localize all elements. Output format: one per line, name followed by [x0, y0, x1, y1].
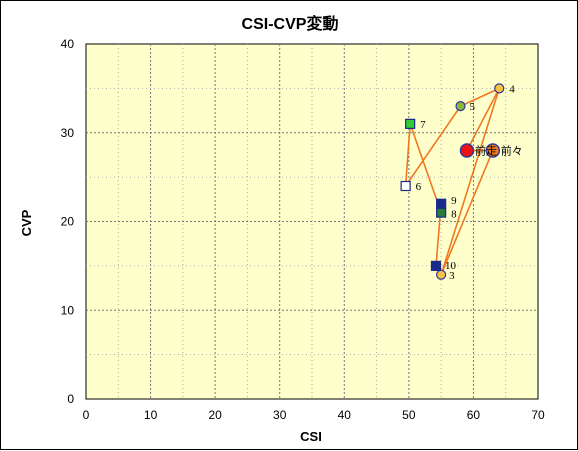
- highlight-label-1: 前々: [501, 144, 523, 158]
- point-label-9: 9: [451, 195, 457, 207]
- point-label-6: 6: [416, 181, 422, 193]
- point-marker-6: [400, 180, 411, 192]
- point-label-8: 8: [451, 209, 457, 221]
- x-tick-label: 10: [144, 408, 158, 422]
- y-axis-label: CVP: [19, 209, 34, 236]
- x-tick-label: 40: [338, 408, 352, 422]
- x-tick-label: 0: [83, 408, 90, 422]
- x-tick-label: 50: [402, 408, 416, 422]
- point-label-5: 5: [470, 101, 476, 113]
- point-label-3: 3: [449, 270, 455, 282]
- x-tick-label: 60: [467, 408, 481, 422]
- point-marker-9: [436, 198, 447, 209]
- point-marker-7: [405, 118, 416, 129]
- point-marker-5: [455, 101, 466, 112]
- grid-lines: [86, 44, 538, 399]
- data-points: [400, 83, 505, 280]
- point-marker-4: [494, 83, 505, 94]
- point-labels: 3 4 5 6 7 8 9 10 前走 前々: [416, 83, 523, 281]
- y-tick-label: 10: [61, 303, 75, 317]
- y-axis-ticks: 0 10 20 30 40: [61, 37, 75, 406]
- point-marker-3: [436, 269, 447, 280]
- x-tick-label: 30: [273, 408, 287, 422]
- highlight-marker-0: [459, 143, 475, 158]
- highlight-marker-1: [485, 143, 501, 158]
- x-axis-label: CSI: [300, 429, 322, 444]
- y-tick-label: 0: [67, 392, 74, 406]
- highlight-label-0: 前走: [475, 144, 497, 158]
- highlight-line: [466, 88, 500, 151]
- y-tick-label: 20: [61, 215, 75, 229]
- y-tick-label: 30: [61, 126, 75, 140]
- x-tick-label: 70: [531, 408, 545, 422]
- x-tick-label: 20: [208, 408, 222, 422]
- point-label-10: 10: [445, 260, 457, 272]
- x-axis-ticks: 0 10 20 30 40 50 60 70: [83, 408, 545, 422]
- chart-title: CSI-CVP変動: [242, 14, 339, 33]
- point-marker-10: [430, 260, 442, 271]
- y-tick-label: 40: [61, 37, 75, 51]
- highlight-line: [440, 150, 494, 276]
- point-marker-8: [436, 207, 447, 218]
- point-label-7: 7: [420, 119, 426, 131]
- point-label-4: 4: [509, 83, 515, 95]
